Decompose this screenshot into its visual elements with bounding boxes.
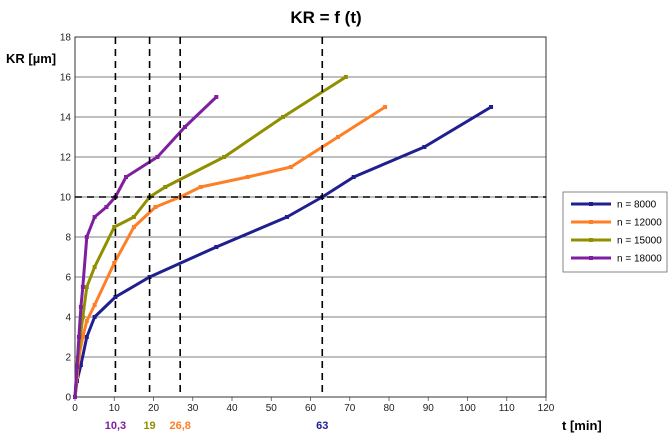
x-tick-label: 60: [305, 403, 317, 414]
y-tick-label: 18: [60, 33, 72, 44]
legend-label: n = 8000: [617, 200, 657, 211]
series-line: [73, 95, 218, 398]
data-point: [92, 315, 97, 319]
data-point: [84, 319, 89, 323]
data-point: [422, 145, 427, 149]
data-point: [222, 155, 227, 159]
data-point: [131, 225, 136, 229]
y-tick-label: 2: [65, 353, 71, 364]
y-tick-label: 8: [65, 233, 71, 244]
x-tick-label: 70: [344, 403, 356, 414]
data-point: [351, 175, 356, 179]
data-point: [76, 335, 81, 339]
series-line: [73, 105, 492, 398]
legend-marker: [589, 202, 593, 206]
data-point: [113, 295, 118, 299]
data-point: [80, 315, 85, 319]
data-point: [182, 125, 187, 129]
x-tick-label: 20: [148, 403, 160, 414]
data-point: [489, 105, 494, 109]
data-point: [131, 215, 136, 219]
x-tick-label: 80: [383, 403, 395, 414]
legend: n = 8000 n = 12000 n = 15000 n = 18000: [562, 191, 668, 273]
plot-frame: [74, 36, 547, 398]
x-tick-label: 100: [459, 403, 476, 414]
data-point: [214, 95, 219, 99]
data-point: [112, 225, 117, 229]
data-point: [80, 335, 85, 339]
plot-area: 0 2 4 6 8 10 12 14 16 18 0 10 20 30 40 50 60 70 80 90 100 110…: [60, 33, 555, 433]
data-point: [343, 75, 348, 79]
data-point: [78, 305, 83, 309]
annotation-label: 19: [143, 420, 155, 432]
x-tick-label: 110: [499, 403, 515, 414]
data-point: [84, 235, 89, 239]
data-point: [92, 303, 97, 307]
data-point: [74, 365, 79, 369]
data-point: [163, 185, 168, 189]
y-tick-label: 6: [65, 273, 71, 284]
data-point: [104, 205, 109, 209]
chart-title: KR = f (t): [290, 8, 361, 27]
y-tick-label: 16: [60, 73, 72, 84]
x-tick-label: 90: [423, 403, 435, 414]
data-point: [153, 205, 158, 209]
data-point: [335, 135, 340, 139]
data-point: [92, 215, 97, 219]
series-line: [73, 105, 386, 398]
legend-label: n = 12000: [617, 218, 662, 229]
legend-marker: [589, 220, 593, 224]
data-point: [84, 335, 89, 339]
annotation-label: 26,8: [169, 420, 190, 432]
data-point: [214, 245, 219, 249]
y-tick-label: 10: [60, 193, 72, 204]
y-axis-label: KR [µm]: [6, 51, 56, 66]
data-point: [245, 175, 250, 179]
data-point: [383, 105, 388, 109]
annotation-label: 63: [316, 420, 328, 432]
data-point: [78, 363, 83, 367]
x-tick-label: 10: [109, 403, 121, 414]
y-tick-label: 12: [60, 153, 72, 164]
x-tick-label: 0: [72, 403, 78, 414]
x-tick-label: 50: [266, 403, 278, 414]
data-point: [84, 285, 89, 289]
data-point: [92, 265, 97, 269]
data-point: [281, 115, 286, 119]
data-point: [80, 285, 85, 289]
data-point: [73, 395, 77, 399]
data-point: [288, 165, 293, 169]
legend-label: n = 15000: [617, 236, 662, 247]
annotation-label: 10,3: [105, 420, 126, 432]
y-tick-label: 4: [65, 313, 71, 324]
data-point: [198, 185, 203, 189]
data-point: [112, 261, 117, 265]
y-tick-label: 0: [65, 393, 71, 404]
y-tick-label: 14: [60, 113, 72, 124]
data-point: [124, 175, 129, 179]
legend-label: n = 18000: [617, 254, 662, 265]
x-tick-label: 120: [538, 403, 555, 414]
legend-marker: [589, 256, 593, 260]
data-point: [284, 215, 289, 219]
data-point: [155, 155, 160, 159]
x-tick-label: 30: [187, 403, 199, 414]
x-tick-label: 40: [226, 403, 238, 414]
x-axis-label: t [min]: [562, 418, 602, 433]
legend-marker: [589, 238, 593, 242]
